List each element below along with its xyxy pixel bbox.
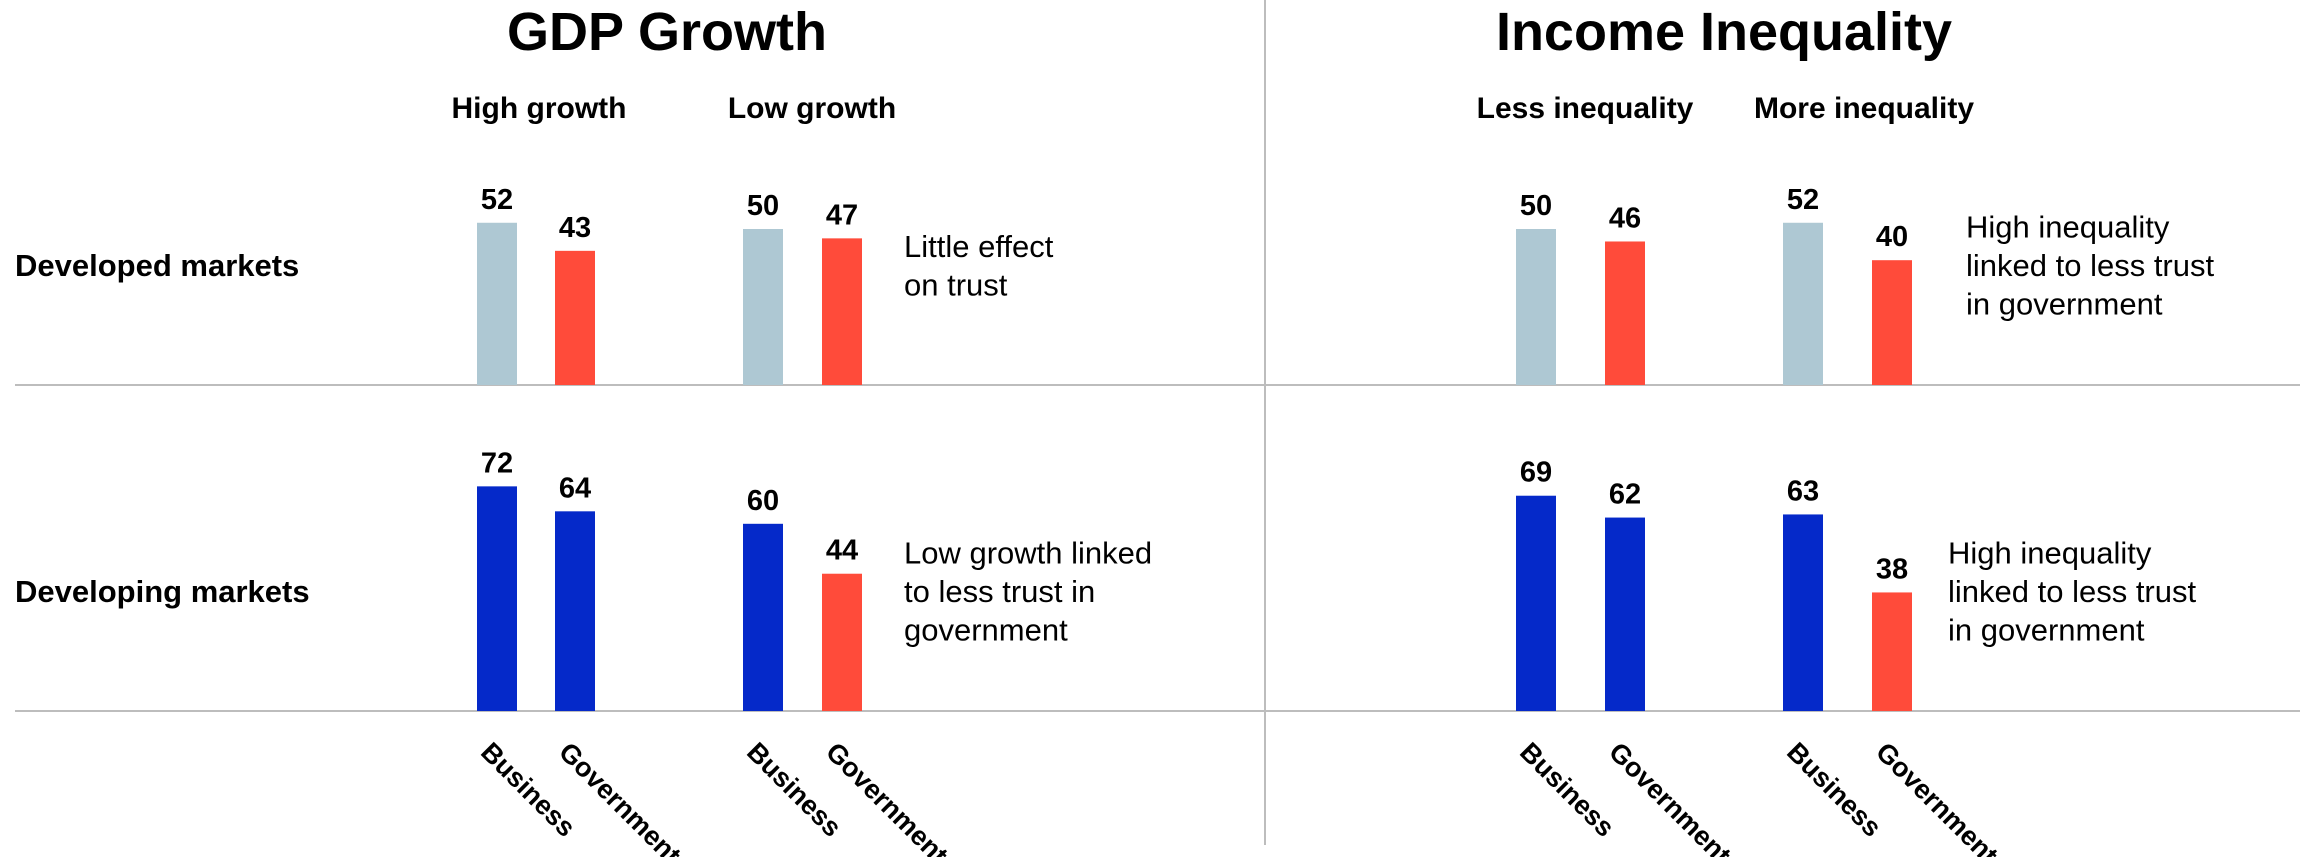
value-label-0-1-1-1: 44	[826, 535, 858, 567]
bar-1-0-0-1	[1605, 241, 1645, 385]
annotation-0-1-1: to less trust in	[904, 574, 1095, 609]
x-tick-label-0-0-1: Government	[553, 737, 687, 857]
value-label-1-1-1-1: 38	[1876, 553, 1908, 585]
value-label-0-0-1-0: 72	[481, 447, 513, 479]
x-tick-label-1-0-1: Government	[1603, 737, 1737, 857]
annotation-1-1-1: linked to less trust	[1948, 574, 2196, 609]
value-label-0-0-0-1: 43	[559, 212, 591, 244]
value-label-0-1-0-1: 47	[826, 199, 858, 231]
bar-1-1-1-0	[1783, 514, 1823, 711]
x-tick-label-0-1-1: Government	[820, 737, 954, 857]
bar-0-0-1-1	[555, 511, 595, 711]
value-label-0-0-1-1: 64	[559, 472, 591, 504]
group-label-0-0: High growth	[452, 92, 627, 125]
bar-1-1-0-1	[1872, 260, 1912, 385]
bar-0-0-1-0	[477, 486, 517, 711]
annotation-1-0-1: linked to less trust	[1966, 248, 2214, 283]
annotation-1-0-2: in government	[1966, 287, 2163, 322]
panel-title-1: Income Inequality	[1496, 2, 1952, 62]
group-label-1-0: Less inequality	[1477, 92, 1694, 125]
value-label-1-1-0-1: 40	[1876, 221, 1908, 253]
annotation-0-0-0: Little effect	[904, 229, 1054, 264]
panel-title-0: GDP Growth	[507, 2, 827, 62]
bar-0-1-0-0	[743, 229, 783, 385]
annotation-1-1-0: High inequality	[1948, 536, 2152, 571]
value-label-1-0-0-1: 46	[1609, 202, 1641, 234]
value-label-1-1-0-0: 52	[1787, 184, 1819, 216]
x-tick-label-1-1-1: Government	[1870, 737, 2004, 857]
value-label-0-1-1-0: 60	[747, 485, 779, 517]
bar-1-1-0-0	[1783, 222, 1823, 385]
bar-1-1-1-1	[1872, 592, 1912, 711]
group-label-0-1: Low growth	[728, 92, 896, 125]
x-tick-label-1-1-0: Business	[1781, 737, 1887, 843]
value-label-0-0-0-0: 52	[481, 184, 513, 216]
annotation-1-0-0: High inequality	[1966, 210, 2170, 245]
x-tick-label-1-0-0: Business	[1514, 737, 1620, 843]
bar-1-0-1-0	[1516, 495, 1556, 711]
bar-1-0-0-0	[1516, 229, 1556, 385]
bar-1-0-1-1	[1605, 517, 1645, 711]
bar-0-1-0-1	[822, 238, 862, 385]
annotation-0-1-2: government	[904, 613, 1068, 648]
value-label-1-1-1-0: 63	[1787, 475, 1819, 507]
group-label-1-1: More inequality	[1754, 92, 1974, 125]
value-label-0-1-0-0: 50	[747, 190, 779, 222]
row-label-0: Developed markets	[15, 248, 299, 283]
row-label-1: Developing markets	[15, 574, 310, 609]
value-label-1-0-0-0: 50	[1520, 190, 1552, 222]
bar-0-1-1-1	[822, 573, 862, 711]
value-label-1-0-1-0: 69	[1520, 457, 1552, 489]
annotation-1-1-2: in government	[1948, 613, 2145, 648]
bar-0-1-1-0	[743, 523, 783, 711]
annotation-0-1-0: Low growth linked	[904, 536, 1152, 571]
bar-0-0-0-0	[477, 222, 517, 385]
bar-0-0-0-1	[555, 250, 595, 385]
annotation-0-0-1: on trust	[904, 267, 1008, 302]
value-label-1-0-1-1: 62	[1609, 479, 1641, 511]
